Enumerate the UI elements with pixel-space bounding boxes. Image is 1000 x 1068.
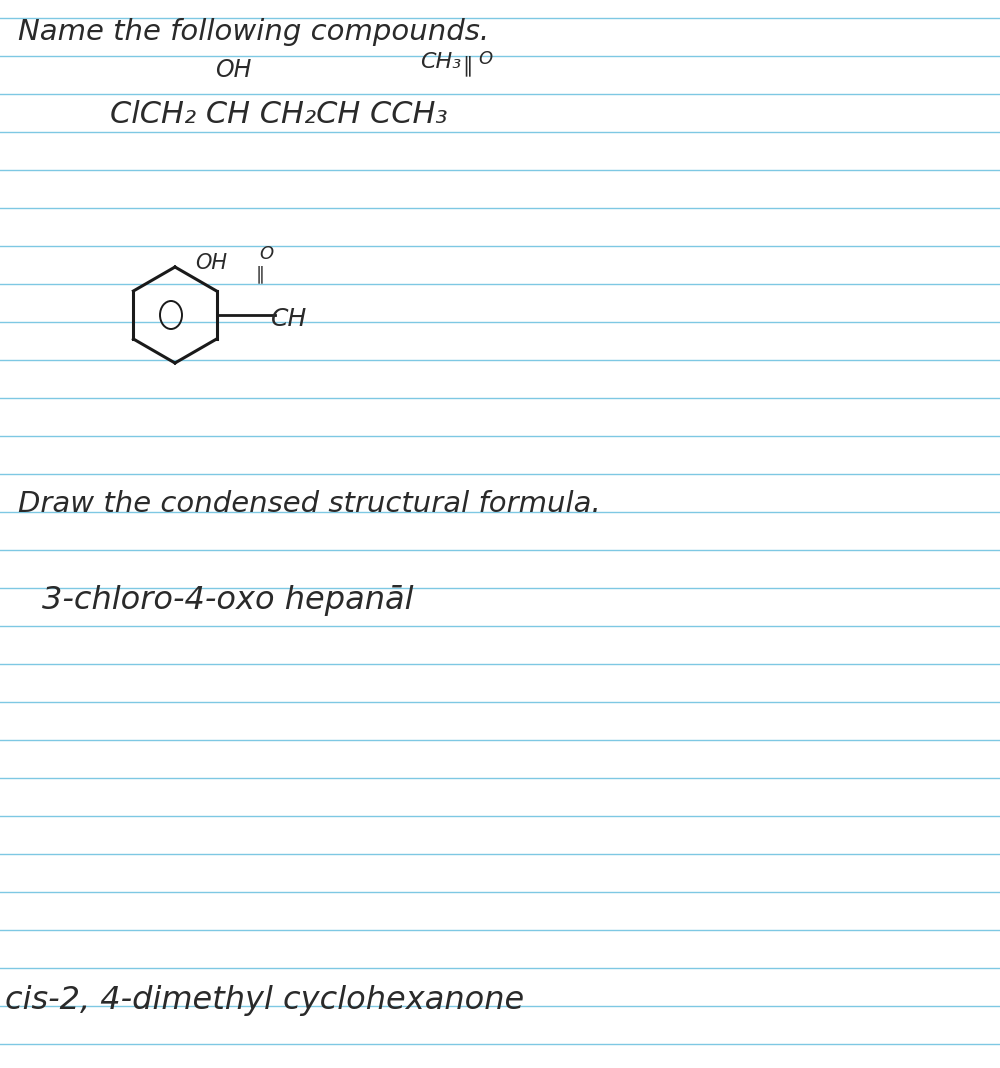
Text: Name the following compounds.: Name the following compounds. <box>18 18 489 46</box>
Text: ClCH₂ CH CH₂CH CCH₃: ClCH₂ CH CH₂CH CCH₃ <box>110 100 448 129</box>
Text: CH₃: CH₃ <box>420 52 461 72</box>
Text: OH: OH <box>215 58 251 82</box>
Text: ∥: ∥ <box>256 265 265 283</box>
Text: 3-chloro-4-oxo hepanāl: 3-chloro-4-oxo hepanāl <box>42 585 414 616</box>
Text: cis-2, 4-dimethyl cyclohexanone: cis-2, 4-dimethyl cyclohexanone <box>5 985 524 1016</box>
Text: ∥: ∥ <box>462 54 473 76</box>
Text: OH: OH <box>196 253 228 273</box>
Text: O: O <box>478 50 492 68</box>
Text: O: O <box>260 245 274 263</box>
Text: Draw the condensed structural formula.: Draw the condensed structural formula. <box>18 490 601 518</box>
Text: CH: CH <box>271 307 307 331</box>
